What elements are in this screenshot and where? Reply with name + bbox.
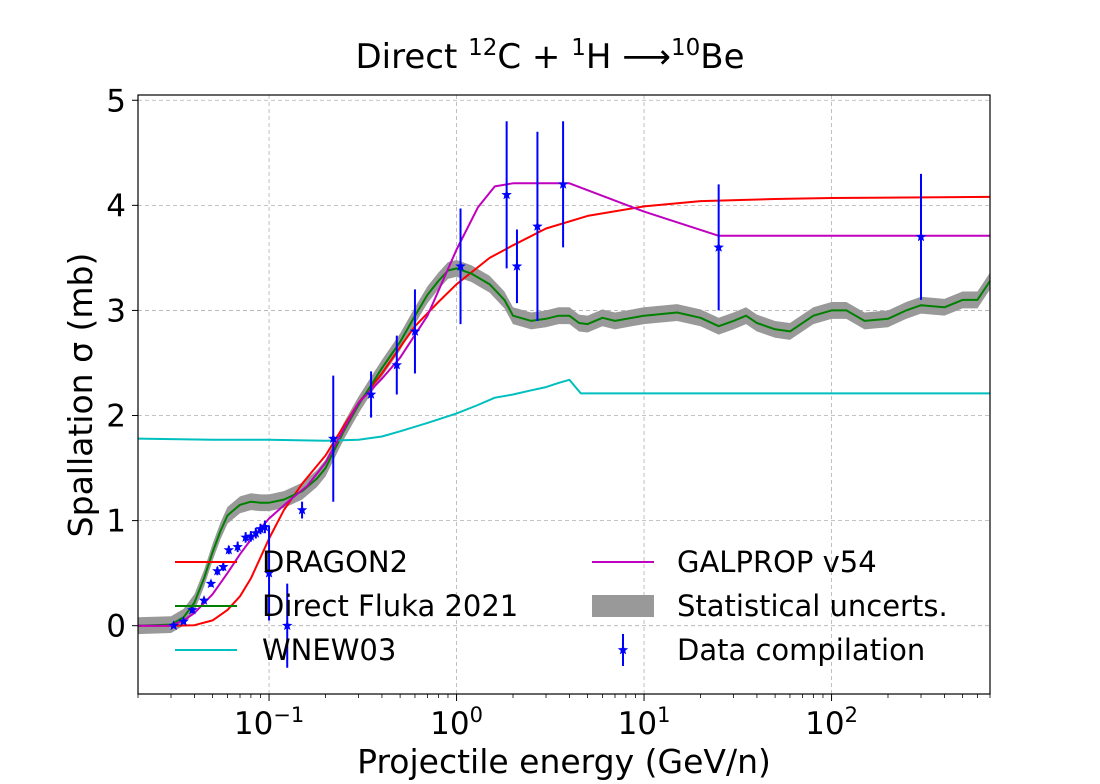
data-point	[187, 604, 198, 615]
star-marker	[218, 561, 229, 572]
legend-item: Direct Fluka 2021	[175, 589, 518, 623]
data-points	[168, 121, 927, 668]
legend-item: Data compilation	[617, 633, 925, 667]
data-point	[391, 335, 402, 395]
data-point	[168, 620, 179, 631]
x-tick-label: 100	[430, 703, 483, 742]
star-marker	[409, 325, 421, 336]
data-point	[240, 531, 251, 543]
data-point	[713, 184, 724, 311]
data-point	[532, 131, 543, 321]
star-marker	[187, 604, 198, 615]
data-point	[198, 595, 210, 605]
star-marker	[296, 504, 308, 515]
x-axis-label: Projectile energy (GeV/n)	[357, 742, 771, 780]
star-marker	[205, 578, 217, 589]
y-tick-label: 5	[106, 83, 126, 119]
star-marker	[245, 530, 257, 541]
legend-label: DRAGON2	[262, 545, 408, 579]
legend-label: Data compilation	[677, 633, 925, 667]
legend-label: WNEW03	[262, 633, 396, 667]
data-point	[282, 583, 293, 668]
data-point	[223, 544, 234, 555]
star-marker	[328, 433, 339, 444]
axis-ticks: 0 1 2 3 4 5 10−1 100 101 102	[106, 83, 991, 742]
title-suffix: Be	[700, 37, 744, 77]
star-marker	[198, 595, 210, 605]
data-point	[455, 208, 466, 325]
legend: DRAGON2 Direct Fluka 2021 WNEW03 GALPROP v5…	[175, 545, 948, 667]
legend-label: Statistical uncerts.	[677, 589, 948, 623]
data-point	[245, 530, 257, 542]
star-marker	[532, 220, 543, 231]
legend-label: GALPROP v54	[677, 545, 877, 579]
y-tick-label: 1	[106, 504, 126, 540]
star-marker	[455, 260, 466, 271]
legend-label: Direct Fluka 2021	[262, 589, 518, 623]
data-point	[915, 173, 927, 300]
star-marker	[391, 359, 402, 370]
star-marker	[501, 189, 512, 200]
data-point	[232, 541, 243, 553]
y-tick-label: 2	[106, 399, 126, 435]
x-tick-label: 102	[805, 703, 858, 742]
legend-item: Statistical uncerts.	[592, 589, 948, 623]
title-sup-10: 10	[671, 35, 700, 61]
legend-swatch-star	[617, 644, 629, 655]
y-tick-label: 4	[106, 188, 126, 224]
star-marker	[223, 544, 234, 555]
legend-item: GALPROP v54	[592, 545, 877, 579]
title-sup-12: 12	[468, 35, 497, 61]
star-marker	[282, 620, 293, 631]
title-sup-1: 1	[571, 35, 586, 61]
star-marker	[557, 178, 569, 189]
star-marker	[178, 616, 189, 626]
title-mid1: C +	[497, 37, 571, 77]
star-marker	[365, 389, 377, 399]
legend-swatch-band	[592, 595, 654, 617]
data-point	[296, 501, 308, 519]
star-marker	[232, 541, 243, 552]
title-prefix: Direct	[355, 37, 468, 77]
data-point	[205, 578, 217, 589]
star-marker	[259, 521, 271, 532]
star-marker	[713, 241, 724, 252]
star-marker	[240, 531, 251, 542]
data-point	[511, 229, 523, 304]
data-point	[178, 616, 189, 626]
data-point	[250, 527, 262, 539]
plot-frame	[137, 94, 991, 695]
data-point	[259, 520, 271, 534]
star-marker	[915, 231, 927, 242]
data-point	[557, 121, 569, 248]
title-mid2: H	[586, 37, 622, 77]
data-point	[501, 121, 512, 269]
data-point	[409, 289, 421, 374]
star-marker	[250, 527, 262, 538]
data-point	[212, 565, 223, 576]
chart-title: Direct 12C + 1H ⟶10Be	[355, 35, 744, 77]
title-arrow: ⟶	[622, 37, 671, 77]
data-point	[328, 375, 339, 502]
star-marker	[212, 565, 223, 576]
star-marker	[511, 260, 523, 271]
legend-item: DRAGON2	[175, 545, 408, 579]
data-point	[218, 561, 229, 572]
star-marker	[263, 567, 275, 578]
x-tick-label: 101	[618, 703, 671, 742]
data-point	[365, 371, 377, 418]
y-tick-label: 3	[106, 293, 126, 329]
star-marker	[255, 523, 266, 534]
series-line-direct-fluka-2021	[137, 267, 991, 627]
star-marker	[168, 620, 179, 631]
y-axis-label: Spallation σ (mb)	[61, 253, 100, 538]
y-tick-label: 0	[106, 609, 126, 645]
x-tick-label: 10−1	[234, 703, 304, 742]
data-point	[263, 525, 275, 621]
legend-item: WNEW03	[175, 633, 396, 667]
